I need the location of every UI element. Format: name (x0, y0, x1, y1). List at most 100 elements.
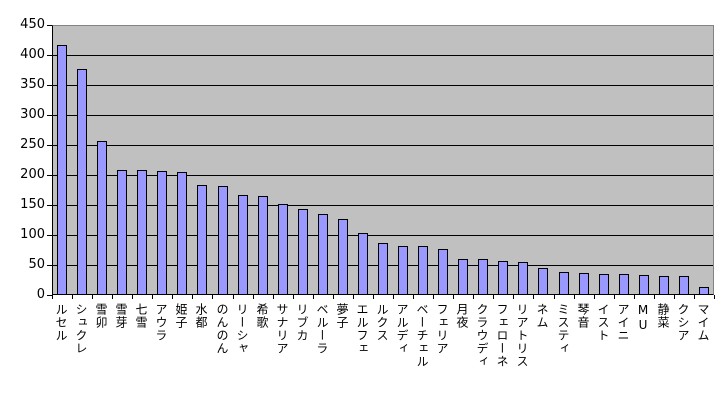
x-tick (493, 295, 494, 299)
x-tick (413, 295, 414, 299)
bar-アルディ (398, 246, 408, 295)
y-axis-label: 150 (20, 197, 45, 212)
y-tick-200 (47, 175, 52, 176)
x-axis-label: イスト (596, 303, 610, 342)
x-axis-label: サナリア (275, 303, 289, 355)
bar-夢子 (338, 219, 348, 295)
x-axis-label: ルクス (375, 303, 389, 342)
x-axis-label: アウラ (154, 303, 168, 342)
x-axis-label: マイム (696, 303, 710, 342)
x-axis-label: 雪芽 (114, 303, 128, 329)
x-tick (533, 295, 534, 299)
bar-マイム (699, 287, 709, 295)
x-tick (513, 295, 514, 299)
bar-フェローネ (498, 261, 508, 295)
x-axis-label: リアトリス (515, 303, 529, 368)
x-tick (192, 295, 193, 299)
bar-月夜 (458, 259, 468, 295)
x-tick (654, 295, 655, 299)
bar-リーシャ (238, 195, 248, 295)
y-tick-0 (47, 295, 52, 296)
bar-希歌 (258, 196, 268, 295)
x-tick (72, 295, 73, 299)
bar-姫子 (177, 172, 187, 295)
x-tick (574, 295, 575, 299)
bar-サナリア (278, 204, 288, 295)
x-axis-label: 雪卯 (94, 303, 108, 329)
x-tick (52, 295, 53, 299)
gridline-350 (53, 85, 713, 86)
x-tick (433, 295, 434, 299)
bar-琴音 (579, 273, 589, 295)
bar-ミスティ (559, 272, 569, 295)
x-tick (293, 295, 294, 299)
x-tick (233, 295, 234, 299)
y-axis-label: 100 (20, 227, 45, 242)
x-tick (694, 295, 695, 299)
x-axis-label: シュクレ (74, 303, 88, 355)
x-tick (212, 295, 213, 299)
y-axis-label: 200 (20, 167, 45, 182)
bar-アイニ (619, 274, 629, 295)
x-tick (393, 295, 394, 299)
x-tick (634, 295, 635, 299)
x-axis-label: 静菜 (656, 303, 670, 329)
bar-ベーチェル (418, 246, 428, 295)
x-tick (614, 295, 615, 299)
bar-リアトリス (518, 262, 528, 295)
bar-MU (639, 275, 649, 295)
x-tick (132, 295, 133, 299)
y-axis-label: 450 (20, 17, 45, 32)
x-axis-label: 琴音 (576, 303, 590, 329)
bar-フェリア (438, 249, 448, 295)
x-axis-label: 夢子 (335, 303, 349, 329)
x-tick (353, 295, 354, 299)
y-axis-label: 0 (36, 287, 45, 302)
x-axis-label: エルフェ (355, 303, 369, 355)
y-tick-350 (47, 85, 52, 86)
gridline-400 (53, 55, 713, 56)
y-axis-label: 400 (20, 47, 45, 62)
y-tick-300 (47, 115, 52, 116)
x-axis-label: ベーチェル (415, 303, 429, 368)
x-tick (152, 295, 153, 299)
gridline-100 (53, 235, 713, 236)
y-axis-label: 350 (20, 77, 45, 92)
x-axis-label: 水都 (194, 303, 208, 329)
x-axis-label: クシア (676, 303, 690, 342)
x-axis-label: MU (636, 303, 650, 333)
gridline-250 (53, 145, 713, 146)
gridline-150 (53, 205, 713, 206)
y-tick-50 (47, 265, 52, 266)
bar-アウラ (157, 171, 167, 295)
x-tick (112, 295, 113, 299)
x-axis-label: リブカ (295, 303, 309, 342)
bar-静菜 (659, 276, 669, 295)
bar-ベルーラ (318, 214, 328, 295)
x-axis-label: のんのん (215, 303, 229, 355)
y-tick-100 (47, 235, 52, 236)
y-tick-450 (47, 25, 52, 26)
x-tick (253, 295, 254, 299)
bar-七雪 (137, 170, 147, 295)
bar-リブカ (298, 209, 308, 295)
x-axis-label: リーシャ (235, 303, 249, 355)
x-axis-label: ルセル (54, 303, 68, 342)
bar-雪卯 (97, 141, 107, 295)
x-tick (333, 295, 334, 299)
bar-エルフェ (358, 233, 368, 295)
y-axis-label: 50 (28, 257, 45, 272)
bar-クシア (679, 276, 689, 295)
bar-のんのん (218, 186, 228, 295)
x-axis-label: ミスティ (556, 303, 570, 355)
x-tick (373, 295, 374, 299)
x-axis-label: 姫子 (174, 303, 188, 329)
bar-ルクス (378, 243, 388, 295)
x-tick (313, 295, 314, 299)
bar-ルセル (57, 45, 67, 295)
x-tick (273, 295, 274, 299)
bar-ネム (538, 268, 548, 295)
bar-クラウディ (478, 259, 488, 295)
x-axis-label: ベルーラ (315, 303, 329, 355)
